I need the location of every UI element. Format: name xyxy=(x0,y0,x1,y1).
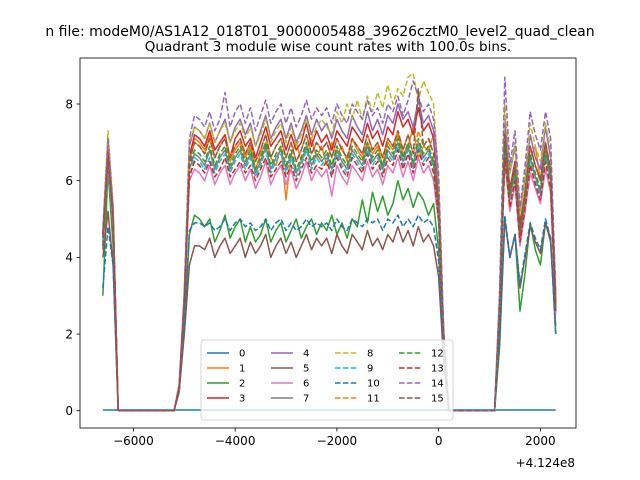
legend-label-9: 9 xyxy=(367,364,373,375)
y-tick-label: 0 xyxy=(65,404,73,418)
y-tick-label: 6 xyxy=(65,174,73,188)
legend-label-13: 13 xyxy=(431,364,444,375)
axes-frame xyxy=(79,57,577,429)
legend-label-11: 11 xyxy=(367,394,380,405)
legend-box xyxy=(200,339,454,421)
legend-label-8: 8 xyxy=(367,349,373,360)
y-tick-label: 4 xyxy=(65,251,73,265)
x-tick-label: 2000 xyxy=(525,434,556,448)
y-tick-label: 2 xyxy=(65,327,73,341)
series-line-15 xyxy=(102,87,557,412)
legend-label-3: 3 xyxy=(239,394,245,405)
series-line-10 xyxy=(102,214,557,412)
legend-label-0: 0 xyxy=(239,349,245,360)
x-tick-label: −6000 xyxy=(113,434,154,448)
legend-label-10: 10 xyxy=(367,379,380,390)
x-tick-label: −4000 xyxy=(215,434,256,448)
x-tick-label: −2000 xyxy=(317,434,358,448)
plot-area: −6000 −4000 −2000 0 200002468012345678910111… xyxy=(65,57,577,448)
x-tick-label: 0 xyxy=(435,434,443,448)
legend-label-1: 1 xyxy=(239,364,245,375)
chart-title: Quadrant 3 module wise count rates with … xyxy=(145,39,511,55)
legend-label-2: 2 xyxy=(239,379,245,390)
legend-label-6: 6 xyxy=(303,379,309,390)
figure-suptitle: n file: modeM0/AS1A12_018T01_9000005488_… xyxy=(45,24,594,40)
series-lines xyxy=(102,72,557,412)
y-tick-label: 8 xyxy=(65,97,73,111)
x-offset-label: +4.124e8 xyxy=(516,456,575,470)
legend-label-14: 14 xyxy=(431,379,444,390)
legend-label-4: 4 xyxy=(303,349,309,360)
legend-label-15: 15 xyxy=(431,394,444,405)
legend-label-5: 5 xyxy=(303,364,309,375)
series-line-9 xyxy=(102,145,557,412)
legend-label-12: 12 xyxy=(431,349,444,360)
legend-label-7: 7 xyxy=(303,394,309,405)
